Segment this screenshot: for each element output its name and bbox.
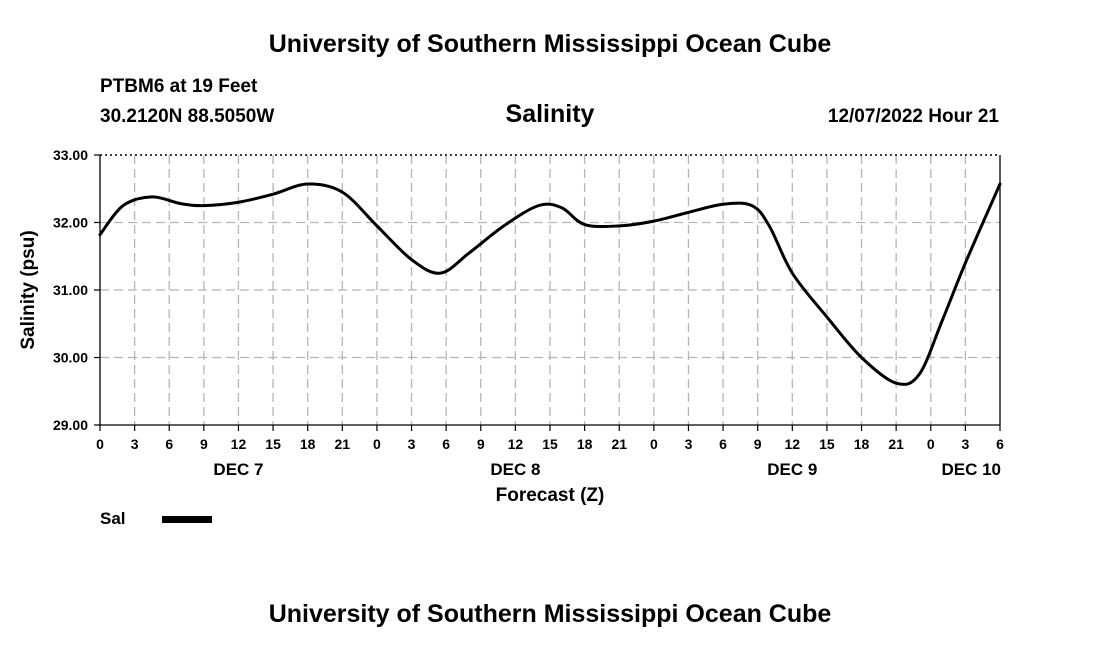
- x-tick-label: 0: [927, 436, 935, 452]
- y-tick-label: 31.00: [53, 282, 88, 298]
- x-tick-label: 9: [754, 436, 762, 452]
- x-tick-label: 12: [231, 436, 247, 452]
- chart-title: Salinity: [505, 100, 595, 128]
- day-label: DEC 7: [213, 460, 263, 479]
- day-label: DEC 9: [767, 460, 817, 479]
- y-axis-label: Salinity (psu): [18, 230, 39, 349]
- x-tick-label: 6: [442, 436, 450, 452]
- day-label: DEC 8: [490, 460, 540, 479]
- x-tick-label: 6: [996, 436, 1004, 452]
- station-coordinates: 30.2120N 88.5050W: [100, 106, 275, 127]
- page-title: University of Southern Mississippi Ocean…: [268, 30, 832, 58]
- x-tick-label: 18: [300, 436, 316, 452]
- x-tick-label: 15: [819, 436, 835, 452]
- x-tick-label: 12: [785, 436, 801, 452]
- x-tick-label: 15: [542, 436, 558, 452]
- x-tick-label: 0: [650, 436, 658, 452]
- x-tick-label: 18: [577, 436, 593, 452]
- day-label: DEC 10: [941, 460, 1001, 479]
- x-tick-label: 21: [888, 436, 904, 452]
- x-tick-label: 3: [961, 436, 969, 452]
- x-tick-label: 21: [611, 436, 627, 452]
- legend-line-swatch: [162, 516, 212, 523]
- footer-title: University of Southern Mississippi Ocean…: [268, 600, 832, 628]
- x-tick-label: 9: [477, 436, 485, 452]
- x-tick-label: 21: [335, 436, 351, 452]
- x-tick-label: 9: [200, 436, 208, 452]
- x-tick-label: 3: [131, 436, 139, 452]
- station-label: PTBM6 at 19 Feet: [100, 76, 258, 97]
- y-tick-label: 32.00: [53, 215, 88, 231]
- y-tick-label: 30.00: [53, 350, 88, 366]
- x-tick-label: 0: [373, 436, 381, 452]
- x-tick-label: 18: [854, 436, 870, 452]
- x-tick-label: 15: [265, 436, 281, 452]
- x-tick-label: 6: [165, 436, 173, 452]
- forecast-datetime: 12/07/2022 Hour 21: [827, 106, 999, 127]
- x-tick-label: 0: [96, 436, 104, 452]
- legend-label: Sal: [100, 509, 126, 528]
- x-tick-label: 12: [508, 436, 524, 452]
- x-tick-label: 3: [408, 436, 416, 452]
- y-tick-label: 33.00: [53, 147, 88, 163]
- x-axis-label: Forecast (Z): [496, 485, 605, 506]
- x-tick-label: 3: [685, 436, 693, 452]
- y-tick-label: 29.00: [53, 417, 88, 433]
- series-line-sal: [98, 182, 1002, 386]
- x-tick-label: 6: [719, 436, 727, 452]
